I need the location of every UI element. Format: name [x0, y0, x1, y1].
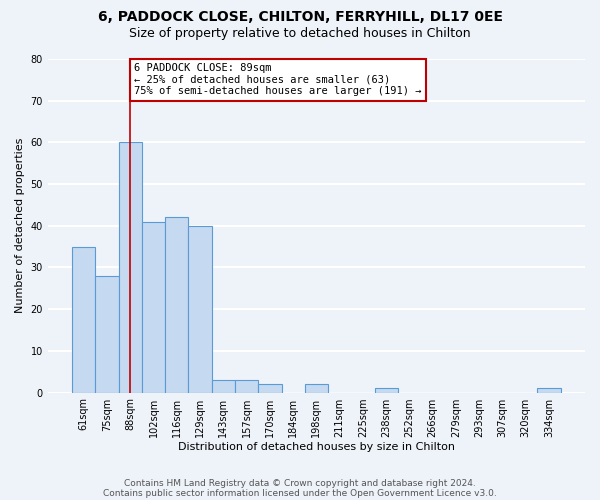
Y-axis label: Number of detached properties: Number of detached properties [15, 138, 25, 314]
Bar [374, 388, 398, 392]
Bar [72, 246, 95, 392]
Bar [188, 226, 212, 392]
Bar [119, 142, 142, 392]
Bar [538, 388, 560, 392]
Bar [142, 222, 165, 392]
Text: Size of property relative to detached houses in Chilton: Size of property relative to detached ho… [129, 28, 471, 40]
Text: Contains public sector information licensed under the Open Government Licence v3: Contains public sector information licen… [103, 488, 497, 498]
Bar [165, 218, 188, 392]
Bar [235, 380, 258, 392]
Bar [212, 380, 235, 392]
Text: 6 PADDOCK CLOSE: 89sqm
← 25% of detached houses are smaller (63)
75% of semi-det: 6 PADDOCK CLOSE: 89sqm ← 25% of detached… [134, 63, 421, 96]
Bar [258, 384, 281, 392]
X-axis label: Distribution of detached houses by size in Chilton: Distribution of detached houses by size … [178, 442, 455, 452]
Text: 6, PADDOCK CLOSE, CHILTON, FERRYHILL, DL17 0EE: 6, PADDOCK CLOSE, CHILTON, FERRYHILL, DL… [97, 10, 503, 24]
Bar [305, 384, 328, 392]
Text: Contains HM Land Registry data © Crown copyright and database right 2024.: Contains HM Land Registry data © Crown c… [124, 478, 476, 488]
Bar [95, 276, 119, 392]
